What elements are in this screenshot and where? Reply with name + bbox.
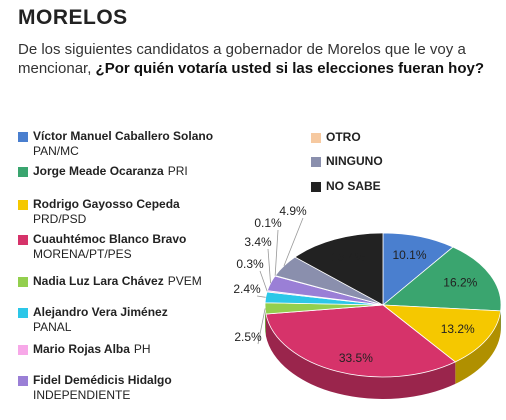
legend-label: Alejandro Vera Jiménez <box>33 305 168 319</box>
data-label: 4.9% <box>279 204 307 218</box>
data-label: 13.4% <box>331 250 365 264</box>
slice <box>381 304 502 363</box>
legend-swatch <box>18 308 28 318</box>
legend-label: Mario Rojas Alba <box>33 342 130 356</box>
data-label: 3.4% <box>244 235 272 249</box>
question: ¿Por quién votaría usted si las eleccion… <box>95 60 484 77</box>
legend-party: PRI <box>168 164 188 178</box>
legend-swatch <box>18 167 28 177</box>
leader-line <box>259 270 268 292</box>
legend-label: NO SABE <box>326 179 381 193</box>
slice-side <box>265 305 266 337</box>
legend-label: NINGUNO <box>326 154 383 168</box>
legend-label: Rodrigo Gayosso Cepeda <box>33 197 180 211</box>
legend-party: PH <box>134 342 151 356</box>
legend-party: MORENA/PT/PES <box>33 247 132 261</box>
legend-swatch <box>18 235 28 245</box>
legend-swatch <box>18 376 28 386</box>
leader-line <box>283 217 304 266</box>
legend-label: Víctor Manuel Caballero Solano <box>33 129 213 143</box>
leader-line <box>256 295 266 298</box>
legend-party: INDEPENDIENTE <box>33 388 130 402</box>
subtitle: De los siguientes candidatos a gobernado… <box>18 41 466 77</box>
data-label: 2.4% <box>233 282 261 296</box>
legend-party: PAN/MC <box>33 144 79 158</box>
legend-swatch <box>18 200 28 210</box>
legend-label: Fidel Demédicis Hidalgo <box>33 373 172 387</box>
data-label: 16.2% <box>443 276 477 290</box>
legend-swatch <box>18 132 28 142</box>
header: MORELOS De los siguientes candidatos a g… <box>18 6 498 78</box>
slice <box>382 232 454 306</box>
legend-label: Jorge Meade Ocaranza <box>33 164 164 178</box>
leader-line <box>267 248 271 284</box>
leader-line <box>274 229 279 276</box>
data-label: 13.2% <box>441 322 475 336</box>
legend-swatch <box>18 345 28 355</box>
data-label: 0.3% <box>236 257 264 271</box>
slice-side <box>455 310 501 384</box>
slice <box>265 304 457 378</box>
legend-party: PANAL <box>33 320 72 334</box>
slice <box>381 246 502 312</box>
legend-swatch <box>311 182 321 192</box>
legend-label: Cuauhtémoc Blanco Bravo <box>33 232 186 246</box>
data-label: 2.5% <box>234 330 262 344</box>
data-label: 10.1% <box>392 248 426 262</box>
legend-label: OTRO <box>326 130 361 144</box>
legend-party: PVEM <box>168 274 202 288</box>
legend-swatch <box>311 157 321 167</box>
legend-swatch <box>311 133 321 143</box>
legend-party: PRD/PSD <box>33 212 87 226</box>
slice <box>294 232 384 306</box>
question-text: De los siguientes candidatos a gobernado… <box>18 40 498 78</box>
title: MORELOS <box>18 6 128 29</box>
leader-line <box>257 308 266 345</box>
data-label: 0.1% <box>254 216 282 230</box>
legend-label: Nadia Luz Lara Chávez <box>33 274 164 288</box>
data-label: 33.5% <box>339 351 373 365</box>
legend-swatch <box>18 277 28 287</box>
slice-side <box>265 314 456 400</box>
